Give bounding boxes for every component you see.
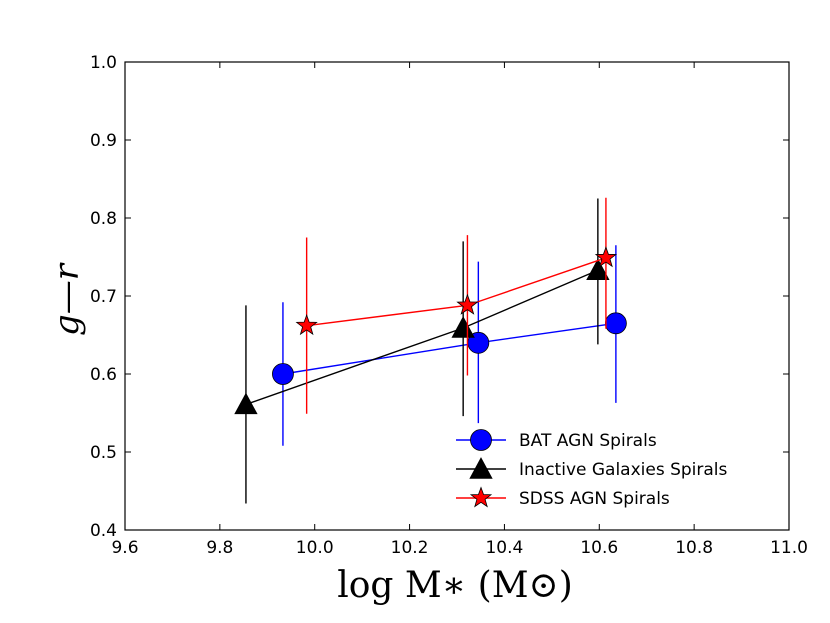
data-point-circle bbox=[272, 363, 294, 385]
ticks-layer: 9.6 9.8 10.0 10.2 10.4 10.6 10.8 11.0 0.4 0.5 0.6 0… bbox=[90, 53, 808, 558]
series-triangle bbox=[234, 198, 610, 504]
y-tick-label: 0.5 bbox=[90, 443, 117, 463]
legend-label: Inactive Galaxies Spirals bbox=[519, 460, 728, 480]
y-tick-label: 0.6 bbox=[90, 365, 117, 385]
x-tick-label: 11.0 bbox=[770, 538, 808, 558]
y-tick-label: 0.4 bbox=[90, 521, 117, 541]
y-tick-label: 0.7 bbox=[90, 287, 117, 307]
y-axis-label: g—r bbox=[47, 262, 87, 336]
x-tick-label: 10.6 bbox=[580, 538, 618, 558]
legend: BAT AGN Spirals Inactive Galaxies Spirals… bbox=[456, 429, 728, 509]
data-point-star bbox=[456, 293, 479, 315]
data-point-triangle bbox=[234, 392, 258, 415]
series-star bbox=[295, 197, 618, 414]
y-tick-label: 0.8 bbox=[90, 209, 117, 229]
y-tick-label: 1.0 bbox=[90, 53, 117, 73]
data-point-triangle bbox=[586, 258, 610, 281]
series-circle bbox=[272, 245, 627, 446]
data-point-star bbox=[295, 313, 318, 336]
y-tick-label: 0.9 bbox=[90, 131, 117, 151]
data-point-circle bbox=[604, 312, 627, 335]
legend-marker-star bbox=[469, 486, 493, 508]
x-tick-label: 10.4 bbox=[485, 538, 523, 558]
x-tick-label: 10.8 bbox=[675, 538, 713, 558]
x-axis-label: log M∗ (M⊙) bbox=[337, 565, 573, 606]
legend-marker-triangle bbox=[469, 457, 493, 479]
legend-marker-circle bbox=[470, 429, 492, 451]
data-point-star bbox=[594, 246, 618, 268]
x-tick-label: 10.0 bbox=[296, 538, 334, 558]
legend-label: BAT AGN Spirals bbox=[519, 431, 657, 451]
x-tick-label: 10.2 bbox=[391, 538, 429, 558]
x-tick-label: 9.6 bbox=[111, 538, 138, 558]
series-layer bbox=[234, 197, 627, 504]
x-tick-label: 9.8 bbox=[206, 538, 233, 558]
legend-label: SDSS AGN Spirals bbox=[519, 489, 670, 509]
data-point-triangle bbox=[451, 316, 475, 338]
